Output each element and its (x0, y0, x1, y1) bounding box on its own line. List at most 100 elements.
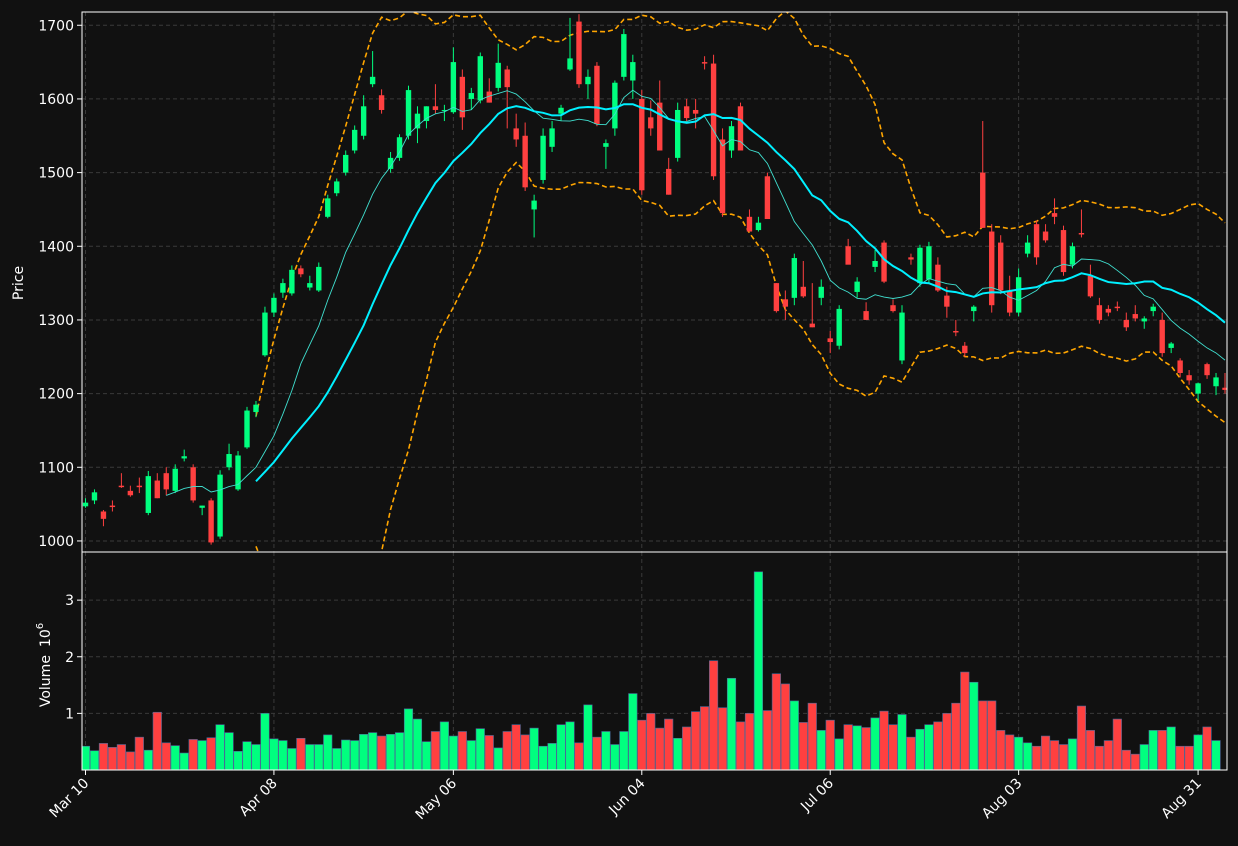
candle-up (899, 312, 905, 361)
candle-up (468, 93, 475, 99)
candle-down (1186, 375, 1192, 381)
volume-bar (197, 740, 207, 770)
candle-up (343, 154, 349, 173)
volume-bar (637, 719, 647, 770)
price-tick-label: 1500 (38, 166, 74, 182)
ma-long-line (255, 103, 1226, 483)
volume-bar (996, 730, 1006, 770)
volume-bar (1193, 734, 1203, 770)
candle-up (271, 297, 277, 313)
candle-up (971, 306, 977, 312)
candle-down (118, 485, 125, 488)
volume-bar (1112, 718, 1122, 770)
candle-down (953, 330, 959, 333)
volume-bar (1094, 745, 1104, 770)
candle-down (908, 257, 914, 260)
volume-bar (843, 724, 853, 770)
volume-bar (628, 693, 638, 770)
volume-bar (888, 724, 898, 770)
volume-bar (924, 724, 934, 770)
price-tick-label: 1200 (38, 387, 74, 403)
volume-bar (359, 734, 369, 770)
volume-bar (664, 718, 674, 770)
volume-bar (1014, 736, 1024, 770)
volume-bar (305, 744, 315, 770)
volume-bar (771, 673, 781, 770)
volume-bar (368, 732, 378, 770)
candle-down (1078, 233, 1085, 235)
candle-down (208, 500, 214, 543)
volume-bar (834, 738, 844, 770)
volume-bar (753, 571, 763, 770)
volume-bar (314, 744, 324, 770)
volume-bar (448, 735, 458, 770)
x-tick-label: Jun 04 (605, 775, 648, 818)
volume-bar (332, 748, 342, 770)
candle-down (710, 63, 717, 177)
price-gridlines (82, 12, 1227, 552)
candle-down (109, 505, 116, 508)
candle-down (881, 242, 887, 282)
volume-bar (233, 751, 243, 770)
candle-up (674, 109, 681, 158)
volume-bar (466, 740, 476, 770)
volume-bar (377, 735, 387, 770)
volume-bar (717, 707, 728, 770)
volume-bar (287, 748, 297, 770)
volume-bar (852, 725, 862, 770)
candle-down (459, 76, 466, 118)
candle-down (522, 135, 528, 188)
volume-bar (547, 743, 557, 770)
volume-bars (82, 571, 1221, 770)
x-tick-label: Aug 03 (979, 776, 1025, 822)
bollinger-bands (255, 12, 1226, 552)
volume-bar (942, 713, 952, 770)
volume-bar (1202, 726, 1212, 770)
candle-down (1159, 319, 1165, 354)
volume-bar (341, 739, 351, 770)
candle-up (396, 137, 403, 158)
candle-up (791, 258, 798, 298)
candle-up (253, 404, 259, 413)
candle-up (477, 56, 483, 101)
candle-down (576, 21, 582, 85)
candle-down (486, 91, 492, 103)
price-tick-label: 1300 (38, 313, 74, 329)
volume-bar (897, 714, 907, 770)
volume-bar (1157, 730, 1167, 770)
volume-bar (82, 745, 91, 770)
candle-up (441, 109, 448, 111)
volume-bar (170, 745, 180, 770)
volume-bar (188, 739, 198, 770)
volume-bar (350, 740, 360, 770)
bollinger-lower-line (255, 161, 1226, 552)
candle-up (226, 454, 232, 468)
candle-up (630, 62, 636, 81)
candlesticks (82, 14, 1227, 545)
volume-bar (825, 719, 835, 770)
candle-up (244, 410, 250, 448)
volume-bar (421, 741, 432, 770)
candle-down (1051, 213, 1058, 217)
volume-axis-label-text: Volume (38, 655, 54, 707)
candle-down (594, 65, 600, 124)
volume-bar (780, 683, 790, 770)
volume-bar (89, 750, 100, 770)
volume-axis-exponent-power: 6 (35, 623, 46, 629)
price-axis-label: Price (11, 266, 27, 300)
candle-down (1177, 360, 1183, 373)
candle-down (1042, 231, 1049, 241)
candle-down (773, 283, 780, 312)
volume-bar (502, 731, 512, 770)
candle-down (935, 264, 941, 291)
price-tick-label: 1000 (38, 534, 74, 550)
candle-down (746, 216, 753, 232)
volume-axis-exponent-base: 10 (38, 629, 54, 647)
candle-up (450, 62, 457, 113)
candle-down (127, 490, 134, 496)
volume-bar (1139, 744, 1149, 770)
volume-bar (394, 732, 405, 770)
x-tick-label: Mar 10 (47, 776, 93, 822)
volume-bar (143, 749, 153, 770)
